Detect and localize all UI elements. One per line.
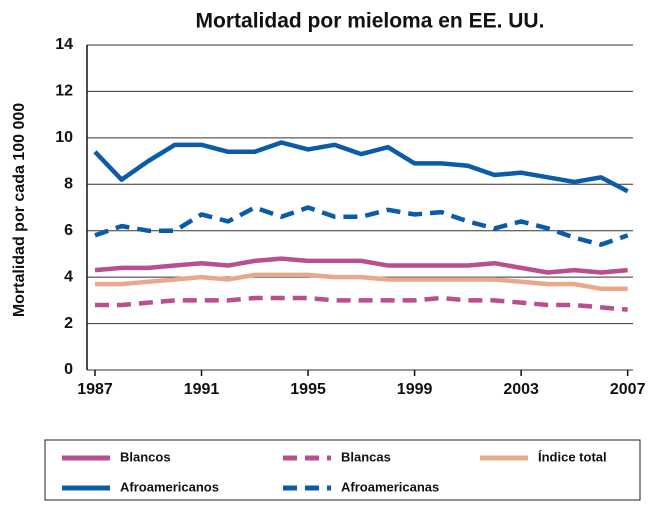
- legend-label: Afroamericanas: [341, 479, 439, 494]
- x-tick-label: 2003: [503, 381, 539, 398]
- y-tick-label: 2: [64, 315, 73, 332]
- x-tick-label: 1995: [290, 381, 326, 398]
- x-tick-label: 1987: [77, 381, 113, 398]
- legend-label: Blancas: [341, 449, 391, 464]
- x-tick-label: 1991: [184, 381, 220, 398]
- y-tick-label: 4: [64, 268, 73, 285]
- y-tick-label: 0: [64, 361, 73, 378]
- series-line: [94, 272, 628, 291]
- y-tick-label: 12: [55, 83, 73, 100]
- legend-label: Índice total: [538, 449, 607, 464]
- y-tick-label: 6: [64, 222, 73, 239]
- legend-label: Blancos: [120, 449, 171, 464]
- legend-label: Afroamericanos: [120, 479, 219, 494]
- legend: [44, 439, 641, 501]
- y-tick-label: 10: [55, 129, 73, 146]
- y-axis-label: Mortalidad por cada 100 000: [11, 103, 28, 317]
- y-tick-label: 8: [64, 176, 73, 193]
- x-tick-label: 1999: [397, 381, 433, 398]
- x-tick-label: 2007: [610, 381, 646, 398]
- series-line: [93, 140, 629, 194]
- series-line: [94, 256, 628, 275]
- chart-title: Mortalidad por mieloma en EE. UU.: [196, 10, 545, 33]
- series-line: [94, 205, 629, 247]
- y-tick-label: 14: [55, 36, 73, 53]
- series-line: [94, 295, 628, 312]
